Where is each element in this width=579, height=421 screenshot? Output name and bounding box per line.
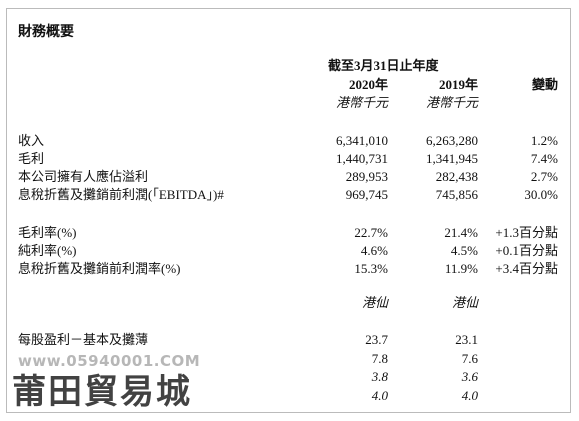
cell: 2.7% [530, 169, 558, 184]
row-label: 息稅折舊及攤銷前利潤率(%) [18, 261, 181, 276]
cell: 1,341,945 [426, 151, 478, 166]
cell: 22.7% [354, 225, 388, 240]
cell: 30.0% [524, 187, 558, 202]
row-label: 純利率(%) [18, 243, 77, 258]
title: 財務概要 [18, 25, 74, 40]
row-label: 毛利 [18, 151, 45, 166]
cell: 7.8 [371, 350, 388, 366]
row-label: 毛利率(%) [18, 225, 77, 240]
cell: 7.4% [530, 151, 558, 166]
cell: 4.0 [461, 388, 478, 404]
column-header: 2019年 [438, 77, 478, 92]
frame [6, 8, 571, 413]
cell: 4.6% [360, 243, 388, 258]
cell: 6,263,280 [426, 133, 478, 148]
cell: 6,341,010 [336, 133, 388, 148]
cell: 4.0 [371, 388, 388, 404]
cell: 1.2% [530, 133, 558, 148]
column-header: 變動 [531, 77, 558, 92]
cell: 11.9% [444, 261, 478, 276]
unit: 港幣千元 [425, 95, 478, 110]
cell: 289,953 [345, 169, 388, 184]
cell: 3.8 [371, 369, 388, 385]
unit: 港幣千元 [335, 95, 388, 110]
row-label: 每股盈利－基本及攤薄 [18, 332, 149, 347]
row-label: 本公司擁有人應佔溢利 [18, 169, 149, 184]
cell: 23.1 [455, 332, 478, 347]
unit: 港仙 [451, 295, 478, 310]
cell: +1.3百分點 [495, 225, 558, 240]
cell: 745,856 [435, 187, 478, 202]
cell: 15.3% [354, 261, 388, 276]
cell: 21.4% [444, 225, 478, 240]
cell: 1,440,731 [336, 151, 388, 166]
watermark-name: 莆田貿易城 [12, 372, 192, 412]
row-label: 收入 [18, 133, 45, 148]
row-label: 息稅折舊及攤銷前利潤(「EBITDA」)# [18, 187, 224, 202]
cell: +3.4百分點 [495, 261, 558, 276]
period: 截至3月31日止年度 [328, 58, 439, 73]
cell: 3.6 [461, 369, 478, 385]
unit: 港仙 [361, 295, 388, 310]
cell: 7.6 [461, 350, 478, 366]
cell: +0.1百分點 [495, 243, 558, 258]
cell: 282,438 [435, 169, 478, 184]
watermark-url: www.05940001.COM [18, 352, 201, 370]
cell: 4.5% [450, 243, 478, 258]
cell: 23.7 [365, 332, 388, 347]
cell: 969,745 [345, 187, 388, 202]
column-header: 2020年 [348, 77, 388, 92]
